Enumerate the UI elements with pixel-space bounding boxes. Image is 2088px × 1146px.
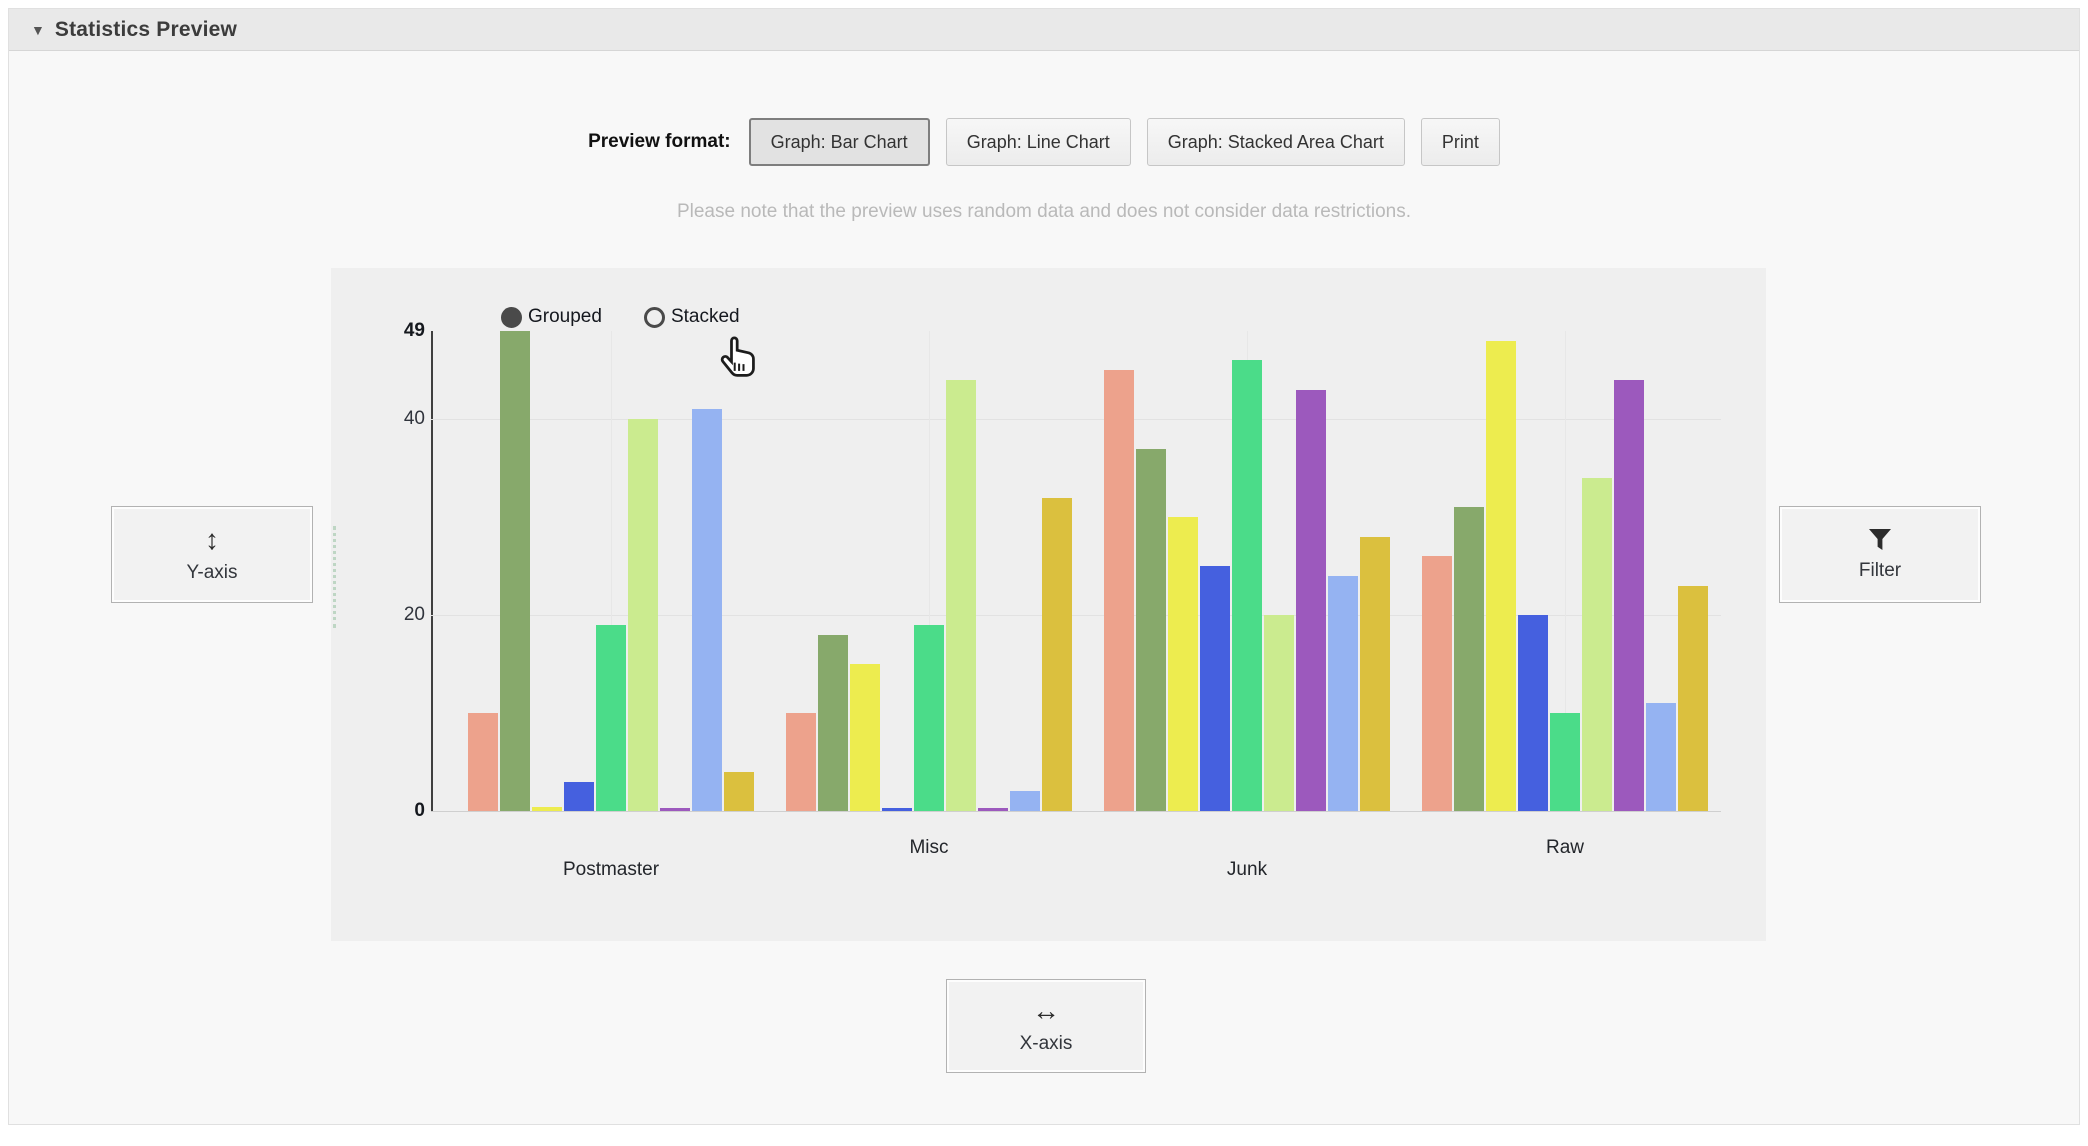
bar-purple-Postmaster[interactable]	[660, 808, 690, 811]
gridline-x-Misc	[929, 331, 930, 811]
bar-gold-Postmaster[interactable]	[724, 772, 754, 811]
vertical-arrows-icon: ↕	[205, 523, 219, 555]
y-tick-label-40: 40	[403, 408, 425, 430]
y-axis-line	[431, 331, 433, 811]
gridline-y-20	[431, 615, 1721, 617]
radio-selected-icon	[501, 306, 522, 328]
y-tick-label-0: 0	[414, 800, 425, 821]
filter-button-label: Filter	[1858, 559, 1902, 581]
bar-emerald-Junk[interactable]	[1232, 360, 1262, 811]
bar-sage-green-Junk[interactable]	[1136, 449, 1166, 811]
x-axis-button-label: X-axis	[1019, 1033, 1073, 1054]
y-axis-button[interactable]: ↕ Y-axis	[111, 506, 313, 603]
radio-unselected-icon	[643, 306, 665, 328]
bar-salmon-Postmaster[interactable]	[468, 713, 498, 811]
x-axis-baseline	[431, 811, 1721, 812]
grouped-radio[interactable]: Grouped	[501, 306, 602, 328]
bar-royal-blue-Raw[interactable]	[1518, 615, 1548, 811]
page-title: Statistics Preview	[54, 17, 238, 41]
line-chart-button[interactable]: Graph: Line Chart	[945, 118, 1131, 166]
stacked-radio-label: Stacked	[670, 306, 740, 327]
x-category-label: Postmaster	[562, 859, 660, 880]
bar-yellow-Postmaster[interactable]	[532, 807, 562, 811]
gridline-x-Raw	[1565, 331, 1566, 811]
bar-royal-blue-Postmaster[interactable]	[564, 782, 594, 811]
bar-light-blue-Misc[interactable]	[1010, 791, 1040, 811]
bar-yellow-Junk[interactable]	[1168, 517, 1198, 811]
preview-note: Please note that the preview uses random…	[676, 201, 1412, 222]
bar-purple-Junk[interactable]	[1296, 390, 1326, 811]
bar-yellow-Raw[interactable]	[1486, 341, 1516, 811]
bar-emerald-Postmaster[interactable]	[596, 625, 626, 811]
bar-sage-green-Misc[interactable]	[818, 635, 848, 811]
bar-sage-green-Postmaster[interactable]	[500, 331, 530, 811]
bar-purple-Raw[interactable]	[1614, 380, 1644, 811]
funnel-icon	[1867, 528, 1893, 552]
bar-light-blue-Postmaster[interactable]	[692, 409, 722, 811]
bar-lime-Postmaster[interactable]	[628, 419, 658, 811]
bar-emerald-Misc[interactable]	[914, 625, 944, 811]
collapse-triangle-icon: ▼	[31, 21, 45, 38]
filter-button[interactable]: Filter	[1779, 506, 1981, 603]
bar-light-blue-Junk[interactable]	[1328, 576, 1358, 811]
bar-yellow-Misc[interactable]	[850, 664, 880, 811]
bar-lime-Raw[interactable]	[1582, 478, 1612, 811]
chart-panel: Grouped Stacked 0 20 40 49 Postmaster Misc Jun…	[331, 268, 1766, 941]
grouped-radio-label: Grouped	[528, 306, 602, 327]
y-axis-button-label: Y-axis	[186, 561, 238, 583]
x-axis-button[interactable]: ↔ X-axis	[946, 979, 1146, 1073]
bar-sage-green-Raw[interactable]	[1454, 507, 1484, 811]
y-tick-label-49: 49	[403, 320, 425, 341]
bar-emerald-Raw[interactable]	[1550, 713, 1580, 811]
x-category-label: Raw	[1545, 837, 1585, 858]
print-button[interactable]: Print	[1420, 118, 1500, 166]
y-tick-label-20: 20	[403, 604, 425, 626]
preview-format-label: Preview format:	[588, 131, 731, 152]
gridline-x-Postmaster	[611, 331, 612, 811]
bar-chart-button[interactable]: Graph: Bar Chart	[748, 118, 930, 166]
preview-format-row: Preview format: Graph: Bar Chart Graph: …	[9, 117, 2079, 167]
bar-salmon-Raw[interactable]	[1422, 556, 1452, 811]
x-category-label: Misc	[909, 837, 949, 858]
bar-lime-Misc[interactable]	[946, 380, 976, 811]
widget-header[interactable]: ▼ Statistics Preview	[9, 9, 2079, 51]
bar-salmon-Junk[interactable]	[1104, 370, 1134, 811]
bar-gold-Misc[interactable]	[1042, 498, 1072, 811]
bar-gold-Raw[interactable]	[1678, 586, 1708, 811]
x-category-label: Junk	[1226, 859, 1268, 880]
bar-mode-toggle: Grouped Stacked	[501, 306, 740, 328]
mouse-cursor-icon	[716, 336, 760, 387]
bar-salmon-Misc[interactable]	[786, 713, 816, 811]
plot-area: 0 20 40 49 Postmaster Misc Junk Raw	[404, 320, 1721, 880]
bar-royal-blue-Junk[interactable]	[1200, 566, 1230, 811]
bar-purple-Misc[interactable]	[978, 808, 1008, 811]
bar-gold-Junk[interactable]	[1360, 537, 1390, 811]
bar-light-blue-Raw[interactable]	[1646, 703, 1676, 811]
horizontal-arrows-icon: ↔	[1032, 995, 1060, 1026]
bar-royal-blue-Misc[interactable]	[882, 808, 912, 811]
gridline-y-40	[431, 419, 1721, 421]
stacked-radio[interactable]: Stacked	[643, 306, 740, 328]
stacked-area-chart-button[interactable]: Graph: Stacked Area Chart	[1146, 118, 1405, 166]
drag-indicator	[333, 526, 336, 628]
bar-lime-Junk[interactable]	[1264, 615, 1294, 811]
statistics-preview-widget: ▼ Statistics Preview Preview format: Gra…	[8, 8, 2080, 1125]
